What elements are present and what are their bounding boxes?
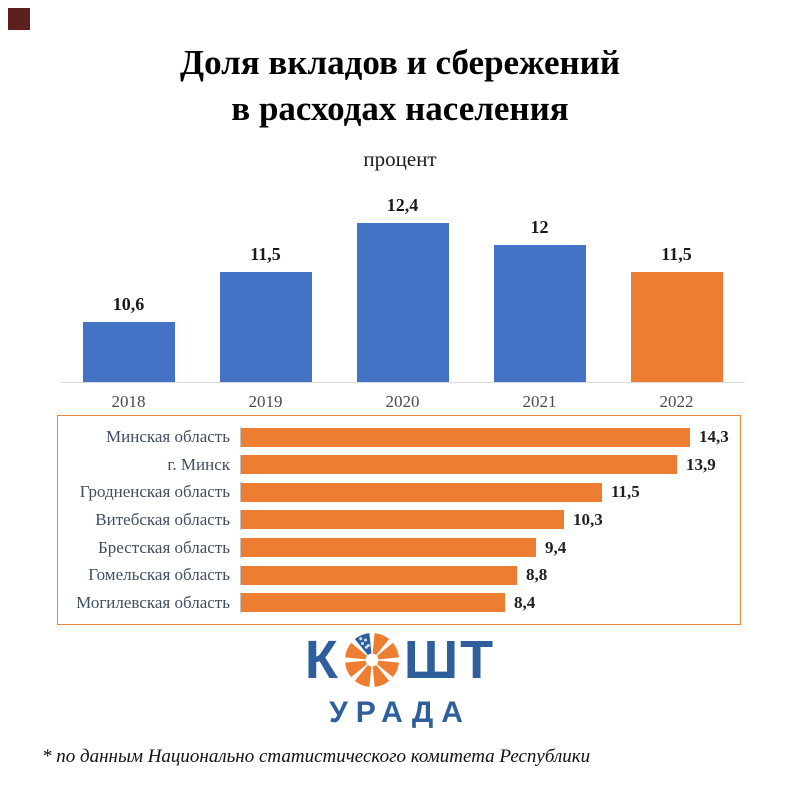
region-value-label: 13,9 (686, 454, 716, 474)
x-axis-label: 2019 (248, 392, 283, 411)
coin-wedge-orange (344, 642, 367, 660)
coin-speckle (366, 643, 370, 647)
region-row: Могилевская область 8,4 (58, 592, 740, 613)
region-bar (241, 427, 690, 447)
coin-speckle (359, 637, 363, 641)
region-value-label: 11,5 (611, 482, 640, 502)
annual-bar-chart: 10,6 11,5 12,4 12 11,5 2018 2019 2020 2021 2022 (60, 195, 745, 412)
annual-bar-column: 12,4 (334, 195, 471, 382)
coin-speckle (360, 642, 364, 646)
region-row: Минская область 14,3 (58, 427, 740, 447)
region-label: Минская область (106, 427, 230, 446)
region-value-label: 8,8 (526, 565, 548, 585)
bar-value-label: 12,4 (386, 195, 419, 215)
region-value-label: 10,3 (573, 509, 603, 529)
region-label: г. Минск (167, 454, 230, 474)
region-label: Брестская область (97, 537, 230, 557)
logo-text-bottom: УРАДА (329, 696, 471, 729)
region-label: Витебская область (95, 509, 230, 529)
coin-wedge-orange (376, 660, 399, 678)
region-bar (241, 565, 517, 585)
bar-value-label: 12 (530, 217, 549, 237)
annual-bar (493, 245, 586, 382)
region-row: Витебская область 10,3 (58, 509, 740, 530)
region-bar (241, 455, 677, 475)
annual-bar (82, 322, 175, 382)
bar-value-label: 11,5 (661, 244, 692, 264)
region-label: Гродненская область (79, 482, 230, 502)
coin-wedge-orange (372, 633, 390, 655)
page-title: Доля вкладов и сбережений в расходах нас… (0, 40, 800, 132)
region-row: Брестская область 9,4 (58, 537, 740, 558)
logo-text-left: К (304, 630, 340, 690)
page-title-line2: в расходах населения (231, 89, 569, 129)
region-bar-track: 14,3 (240, 427, 740, 447)
coin-wedge-orange (372, 665, 390, 687)
chart-unit-label: процент (363, 147, 437, 171)
source-footnote: * по данным Национально статистического … (42, 746, 591, 767)
annual-bar-column: 10,6 (60, 294, 197, 382)
region-bar (241, 510, 564, 530)
region-bar-track: 8,4 (240, 592, 740, 613)
page-title-line1: Доля вкладов и сбережений (179, 43, 621, 82)
logo-text-right: ШТ (403, 630, 496, 690)
x-axis-label: 2021 (522, 392, 557, 411)
region-value-label: 8,4 (514, 592, 536, 612)
coin-wedge-orange (344, 660, 367, 678)
x-axis-label: 2022 (659, 392, 694, 411)
region-bar (241, 593, 505, 613)
region-value-label: 14,3 (699, 427, 729, 446)
annual-bar (356, 223, 449, 382)
region-label: Гомельская область (88, 565, 230, 585)
regional-rows: Минская область 14,3 г. Минск 13,9 Гродненск… (58, 416, 740, 624)
annual-bars-row: 10,6 11,5 12,4 12 11,5 (60, 195, 745, 383)
kosht-urada-logo: К ШТ УРАДА (0, 630, 800, 730)
coin-wedge-orange (354, 665, 372, 687)
corner-square (8, 8, 30, 30)
region-bar (241, 482, 602, 502)
segmented-coin-icon (344, 633, 399, 687)
region-row: Гродненская область 11,5 (58, 482, 740, 503)
region-bar-track: 10,3 (240, 509, 740, 530)
region-bar-track: 9,4 (240, 537, 740, 558)
logo-word: К ШТ (305, 630, 495, 690)
bar-value-label: 10,6 (112, 294, 145, 314)
region-bar-track: 13,9 (240, 454, 740, 475)
coin-wedge-orange (376, 642, 399, 660)
region-bar (241, 538, 536, 558)
regional-bar-chart: Минская область 14,3 г. Минск 13,9 Гродненск… (57, 415, 741, 625)
annual-bar-column: 11,5 (608, 244, 745, 382)
coin-speckle (363, 638, 367, 642)
x-axis-label: 2020 (385, 392, 420, 411)
annual-bar-column: 12 (471, 217, 608, 382)
bar-value-label: 11,5 (250, 244, 281, 264)
region-row: Гомельская область 8,8 (58, 565, 740, 586)
annual-bar-column: 11,5 (197, 244, 334, 382)
x-axis-label: 2018 (111, 392, 146, 411)
region-label: Могилевская область (76, 592, 230, 612)
region-bar-track: 8,8 (240, 565, 740, 586)
annual-x-axis: 2018 2019 2020 2021 2022 (60, 392, 745, 412)
region-bar-track: 11,5 (240, 482, 740, 503)
region-row: г. Минск 13,9 (58, 454, 740, 475)
annual-bar (630, 272, 723, 382)
annual-bar (219, 272, 312, 382)
region-value-label: 9,4 (545, 537, 567, 557)
coin-speckle (364, 645, 368, 649)
